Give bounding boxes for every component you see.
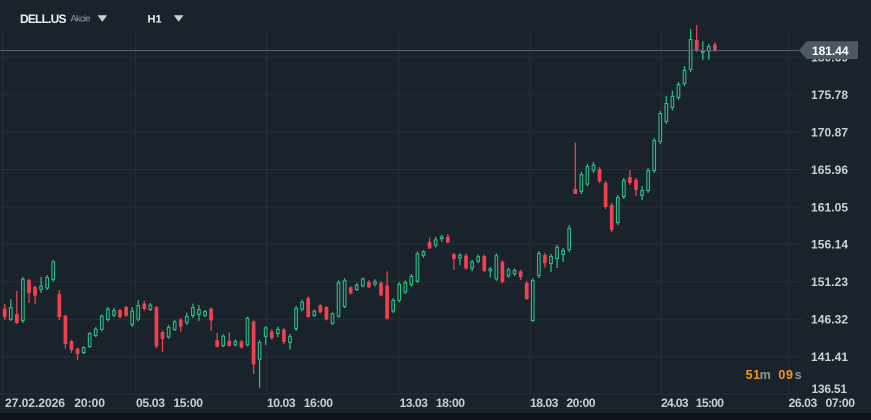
svg-text:141.41: 141.41 [811, 350, 848, 364]
svg-text:Akcie: Akcie [71, 14, 91, 25]
svg-text:136.51: 136.51 [812, 382, 848, 396]
svg-text:18.03 20:00: 18.03 20:00 [530, 396, 596, 410]
svg-text:170.87: 170.87 [811, 125, 848, 139]
svg-text:151.23: 151.23 [811, 275, 848, 289]
svg-text:26.03 07:00: 26.03 07:00 [789, 396, 856, 410]
svg-text:DELL.US: DELL.US [20, 12, 67, 26]
svg-text:181.44: 181.44 [812, 44, 849, 58]
svg-text:156.14: 156.14 [811, 238, 848, 252]
svg-text:175.78: 175.78 [811, 88, 848, 102]
svg-text:165.96: 165.96 [811, 163, 848, 177]
svg-text:13.03 18:00: 13.03 18:00 [400, 396, 466, 410]
svg-text:146.32: 146.32 [811, 313, 848, 327]
svg-text:161.05: 161.05 [811, 200, 848, 214]
svg-text:05.03 15:00: 05.03 15:00 [136, 396, 203, 410]
svg-text:H1: H1 [148, 14, 162, 26]
svg-text:27.02.2026 20:00: 27.02.2026 20:00 [5, 396, 105, 410]
svg-text:24.03 15:00: 24.03 15:00 [661, 396, 724, 410]
svg-text:10.03 16:00: 10.03 16:00 [267, 396, 333, 410]
